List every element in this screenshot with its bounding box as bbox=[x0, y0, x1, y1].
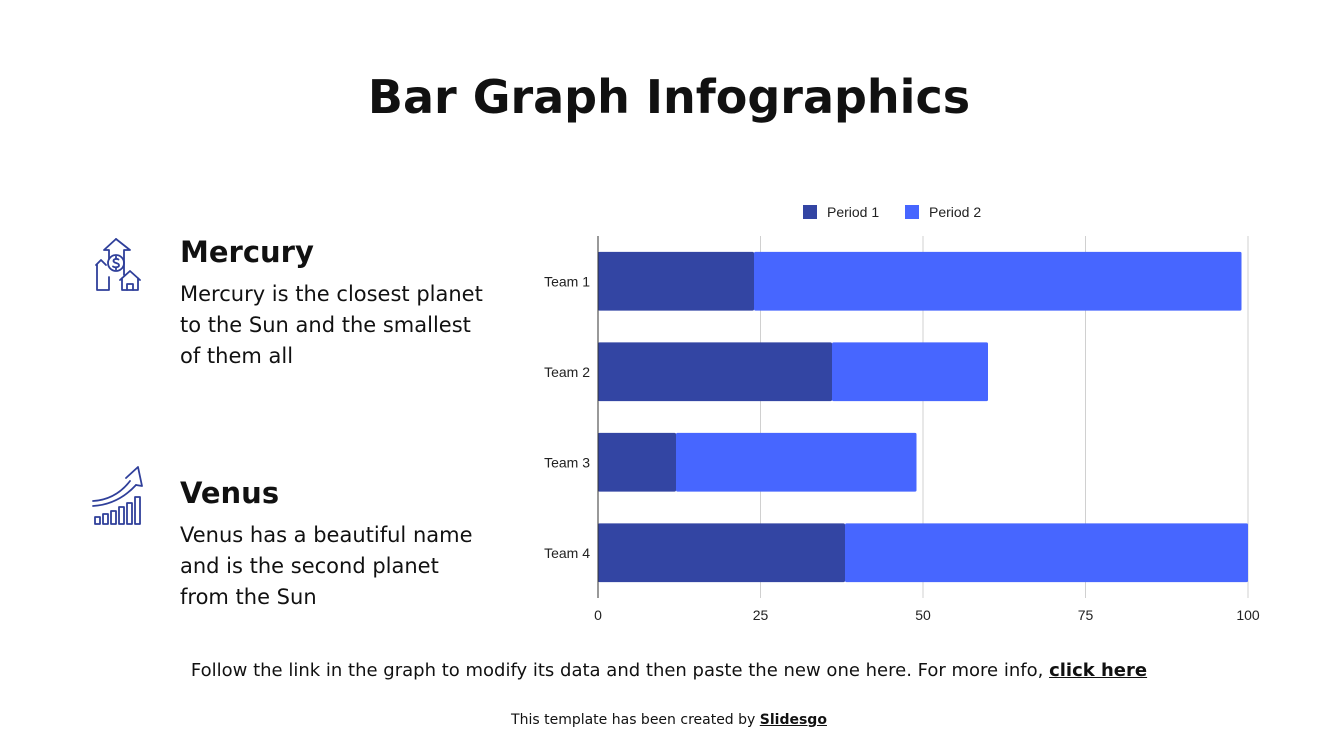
bar-period-2-team-2 bbox=[832, 342, 988, 402]
bar-period-1-team-2 bbox=[598, 342, 832, 402]
x-tick-label: 25 bbox=[753, 607, 769, 623]
money-growth-icon bbox=[95, 238, 141, 291]
more-info-link[interactable]: click here bbox=[1049, 660, 1148, 681]
growth-chart-icon bbox=[92, 466, 143, 525]
bar-period-1-team-4 bbox=[598, 523, 845, 583]
x-tick-label: 0 bbox=[594, 607, 602, 623]
x-tick-label: 100 bbox=[1236, 607, 1260, 623]
bar-period-2-team-1 bbox=[754, 251, 1242, 311]
bar-period-2-team-4 bbox=[845, 523, 1248, 583]
legend-swatch bbox=[803, 205, 817, 219]
mercury-description: Mercury is the closest planet to the Sun… bbox=[180, 282, 483, 368]
legend-label: Period 2 bbox=[929, 204, 981, 220]
credit-brand-link[interactable]: Slidesgo bbox=[759, 712, 827, 728]
bar-period-2-team-3 bbox=[676, 432, 917, 492]
slide-title: Bar Graph Infographics bbox=[367, 70, 971, 124]
legend-swatch bbox=[905, 205, 919, 219]
category-label: Team 3 bbox=[544, 454, 590, 470]
bar-period-1-team-3 bbox=[598, 432, 676, 492]
category-label: Team 2 bbox=[544, 364, 590, 380]
bar-chart: Team 1 Team 2 Team 3 Team 4 0 25 50 75 100 Period… bbox=[544, 204, 1260, 623]
venus-heading: Venus bbox=[180, 476, 280, 510]
template-credit: This template has been created by Slides… bbox=[0, 712, 1338, 728]
x-tick-label: 75 bbox=[1078, 607, 1094, 623]
legend-label: Period 1 bbox=[827, 204, 879, 220]
category-label: Team 4 bbox=[544, 545, 590, 561]
footer-note-text: Follow the link in the graph to modify i… bbox=[190, 660, 1044, 681]
x-tick-label: 50 bbox=[915, 607, 931, 623]
footer-note: Follow the link in the graph to modify i… bbox=[0, 660, 1338, 681]
credit-text: This template has been created by bbox=[511, 712, 756, 728]
category-label: Team 1 bbox=[544, 273, 590, 289]
mercury-heading: Mercury bbox=[180, 235, 314, 269]
venus-description: Venus has a beautiful name and is the se… bbox=[180, 523, 473, 609]
bar-period-1-team-1 bbox=[598, 251, 754, 311]
